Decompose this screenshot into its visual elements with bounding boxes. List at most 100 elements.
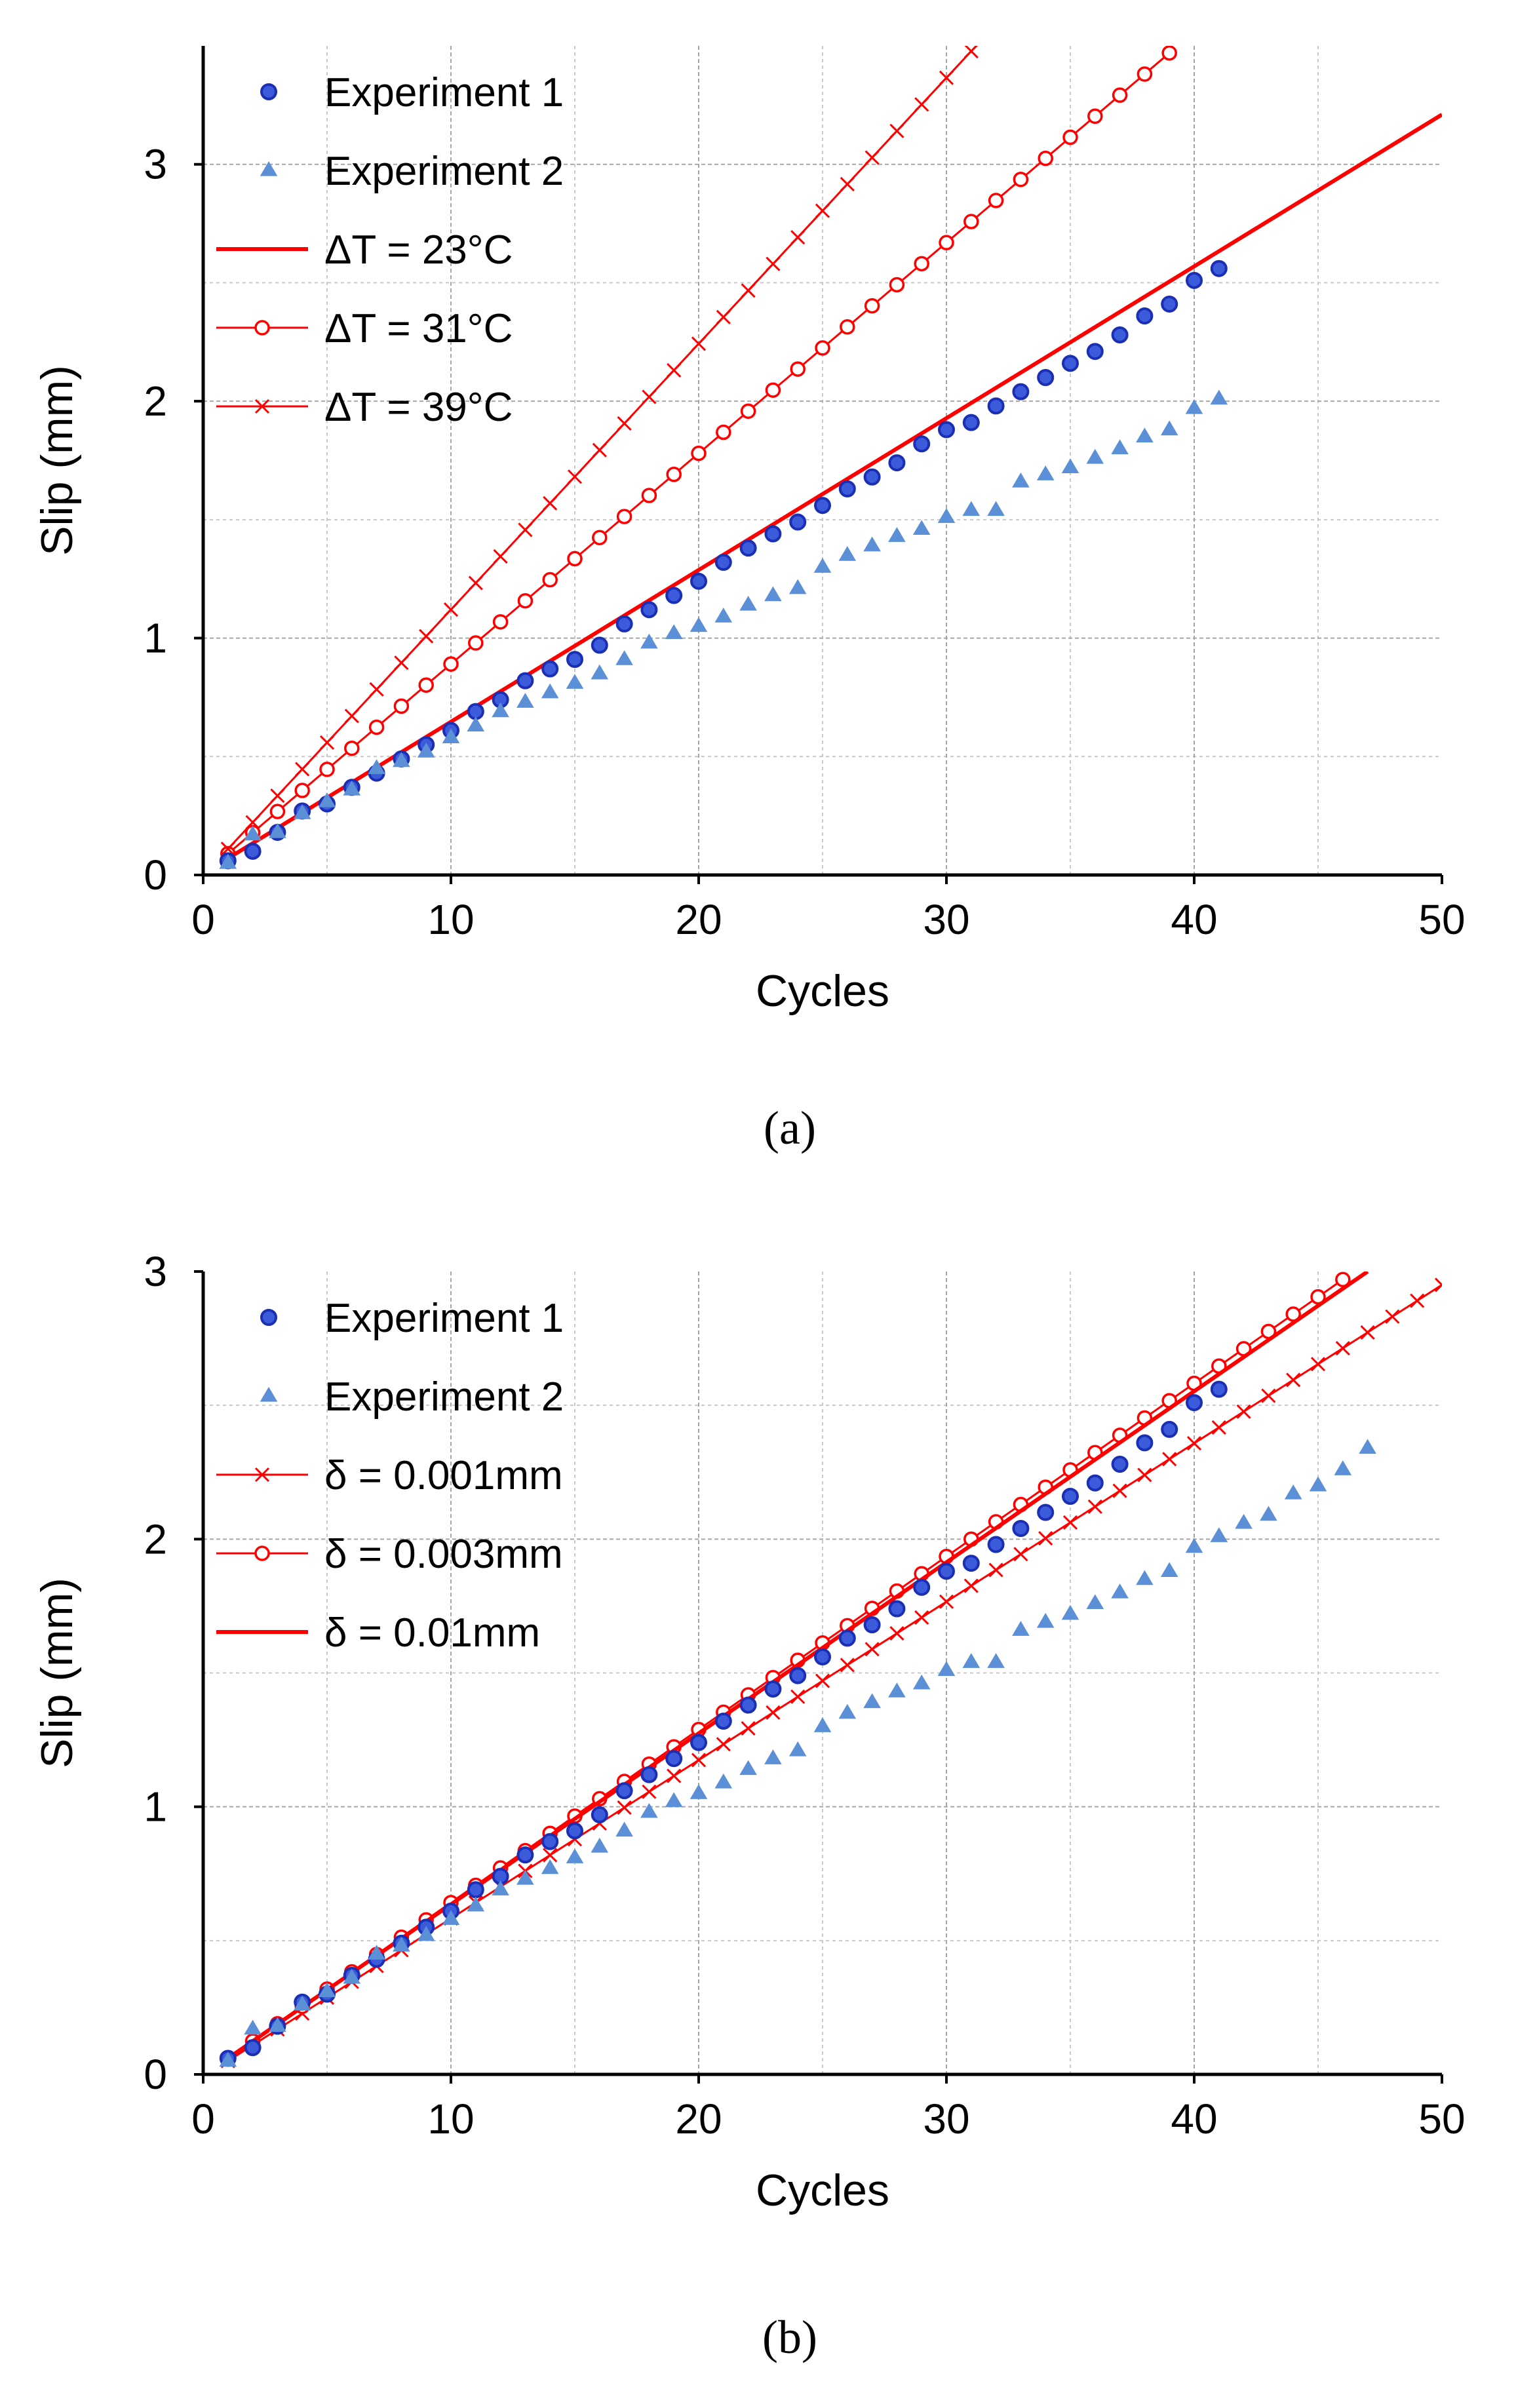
data-point-triangle (1309, 1476, 1327, 1492)
data-point-triangle (467, 716, 485, 731)
line-x-marker (840, 1658, 855, 1673)
line-circle-marker (616, 509, 632, 524)
data-point-triangle (516, 1869, 534, 1885)
data-point-circle (739, 1696, 757, 1714)
data-point-triangle (1012, 473, 1030, 488)
line-circle-marker (988, 193, 1004, 208)
line-circle-marker (840, 319, 855, 335)
data-point-circle (913, 1578, 931, 1596)
data-point-triangle (566, 1848, 584, 1863)
data-point-triangle (764, 1749, 782, 1764)
line-x-marker (815, 1673, 830, 1688)
data-point-circle (863, 1616, 881, 1633)
legend: Experiment 1 Experiment 2 ΔT = 23°C ΔT = 31… (216, 70, 564, 430)
data-point-triangle (1185, 1538, 1203, 1553)
line-x-marker (963, 46, 979, 59)
data-point-triangle (1185, 398, 1203, 414)
data-point-circle (1136, 1434, 1154, 1452)
data-point-triangle (269, 823, 286, 838)
data-point-triangle (368, 1945, 385, 1960)
data-point-triangle (1235, 1513, 1253, 1529)
line-circle-marker (914, 256, 929, 272)
line-x-marker (1236, 1404, 1251, 1419)
line-x-marker (716, 309, 731, 324)
data-point-triangle (244, 825, 262, 841)
data-point-circle (1186, 1394, 1203, 1412)
line-circle-marker (294, 783, 310, 798)
panel-caption: (b) (762, 2311, 817, 2363)
line-circle-marker (443, 656, 459, 672)
chart-panel-b: 0 10 20 30 40 50 0 1 2 3 Cycles Slip (mm) Experiment… (32, 1248, 1466, 2363)
data-point-circle (962, 1555, 980, 1572)
data-point-circle (467, 1881, 484, 1899)
data-point-circle (1062, 355, 1079, 372)
data-point-triangle (293, 804, 311, 819)
line-x-marker (642, 389, 657, 404)
data-point-triangle (591, 664, 609, 680)
line-circle-marker (1062, 129, 1078, 146)
data-point-circle (640, 601, 658, 619)
data-point-circle (591, 1806, 608, 1823)
data-point-triangle (1061, 1604, 1079, 1620)
plot-area (219, 46, 1442, 870)
line-x-marker (667, 362, 682, 378)
data-point-circle (888, 454, 906, 472)
line-x-marker (344, 709, 359, 724)
legend-symbol-2 (260, 161, 278, 176)
data-point-triangle (541, 683, 559, 699)
line-x-marker (939, 1594, 954, 1609)
x-tick-label: 50 (1418, 896, 1465, 943)
data-point-circle (566, 1822, 583, 1840)
data-point-triangle (863, 536, 881, 552)
line-x-marker (543, 1848, 558, 1863)
data-point-triangle (393, 1937, 410, 1952)
line-x-marker (790, 1689, 806, 1704)
line-circle-marker (963, 214, 979, 229)
x-tick-label: 30 (923, 896, 969, 943)
series-1 (219, 260, 1228, 870)
line-x-marker (766, 1705, 781, 1720)
line-x-marker (1162, 1452, 1177, 1467)
data-point-triangle (813, 558, 832, 573)
data-point-triangle (1136, 1570, 1154, 1585)
data-point-circle (814, 1648, 831, 1665)
data-point-triangle (244, 2019, 262, 2035)
data-point-triangle (1111, 439, 1129, 455)
line-circle-marker (641, 488, 657, 503)
line-x-marker (667, 1768, 682, 1783)
chart-panel-a: 0 10 20 30 40 50 0 1 2 3 Cycles Slip (mm) Experiment… (32, 46, 1466, 1154)
data-point-circle (1136, 307, 1154, 325)
data-point-triangle (269, 2017, 286, 2032)
data-point-circle (1210, 1380, 1228, 1398)
line-circle-marker (740, 403, 756, 419)
line-x-marker (493, 549, 508, 564)
line-circle-marker (567, 551, 583, 567)
line-x-marker (1434, 1277, 1442, 1292)
data-point-circle (1037, 369, 1055, 386)
line-x-marker (270, 788, 285, 804)
x-tick-label: 40 (1171, 896, 1217, 943)
series-4 (220, 46, 1177, 862)
data-point-circle (541, 1833, 559, 1850)
data-point-triangle (912, 1674, 931, 1690)
line-x-marker (369, 682, 384, 697)
x-axis-label: Cycles (756, 2165, 889, 2215)
data-point-triangle (293, 1995, 311, 2011)
data-point-triangle (343, 1969, 361, 1984)
data-point-triangle (566, 674, 584, 689)
line-circle-marker (1013, 171, 1029, 187)
data-point-triangle (1086, 1594, 1104, 1610)
line-x-marker (815, 203, 830, 218)
line-x-marker (295, 762, 310, 777)
legend-label-2: Experiment 2 (324, 1374, 564, 1420)
data-point-circle (938, 421, 955, 438)
data-point-triangle (1111, 1583, 1129, 1599)
data-point-triangle (788, 1741, 807, 1757)
legend: Experiment 1 Experiment 2 δ = 0.001mm δ = 0… (216, 1296, 564, 1656)
line-x-marker (617, 1800, 632, 1815)
data-point-circle (1037, 1504, 1055, 1521)
y-axis-label: Slip (mm) (32, 365, 82, 556)
line-x-marker (567, 469, 583, 484)
data-point-triangle (1210, 389, 1228, 405)
data-point-circle (516, 1846, 534, 1864)
